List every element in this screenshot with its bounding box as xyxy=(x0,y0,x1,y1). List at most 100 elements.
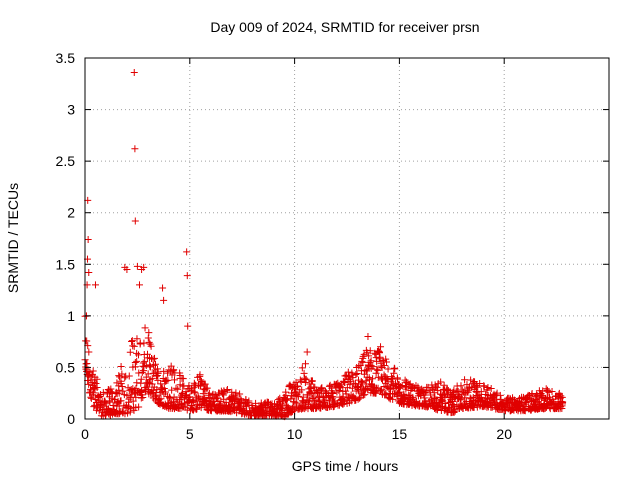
data-point xyxy=(164,376,172,384)
data-point xyxy=(202,396,210,404)
data-point xyxy=(427,391,435,399)
data-point xyxy=(201,380,209,388)
data-point xyxy=(140,263,148,271)
data-point xyxy=(291,398,299,406)
data-point xyxy=(339,400,347,408)
data-point xyxy=(136,340,144,348)
data-point xyxy=(385,394,393,402)
data-point xyxy=(160,296,168,304)
data-point xyxy=(232,389,240,397)
data-point xyxy=(119,387,127,395)
data-point xyxy=(141,324,149,332)
data-point xyxy=(366,358,374,366)
data-point xyxy=(294,383,302,391)
data-point xyxy=(142,362,150,370)
data-point xyxy=(464,388,472,396)
data-point xyxy=(146,363,154,371)
data-point xyxy=(131,217,139,225)
data-point xyxy=(125,398,133,406)
data-point xyxy=(115,389,123,397)
x-axis-label: GPS time / hours xyxy=(292,458,399,474)
data-point xyxy=(140,339,148,347)
data-point xyxy=(93,375,101,383)
axis-ticks xyxy=(84,57,609,420)
data-point xyxy=(151,360,159,368)
data-point xyxy=(367,364,375,372)
data-point xyxy=(118,370,126,378)
data-point xyxy=(389,395,397,403)
data-point xyxy=(117,363,125,371)
data-point xyxy=(369,375,377,383)
data-point xyxy=(474,383,482,391)
data-point xyxy=(133,335,141,343)
data-point xyxy=(179,375,187,383)
data-point xyxy=(366,376,374,384)
data-point xyxy=(144,370,152,378)
data-point xyxy=(107,388,115,396)
data-point xyxy=(301,379,309,387)
data-point xyxy=(363,366,371,374)
data-point xyxy=(496,391,504,399)
data-point xyxy=(166,394,174,402)
data-point xyxy=(356,394,364,402)
data-point xyxy=(85,269,93,277)
data-point xyxy=(89,367,97,375)
data-point xyxy=(329,393,337,401)
data-point xyxy=(365,352,373,360)
data-point xyxy=(91,281,99,289)
data-point xyxy=(298,364,306,372)
data-point xyxy=(93,383,101,391)
data-point xyxy=(183,248,191,256)
data-point xyxy=(180,395,188,403)
data-point xyxy=(154,369,162,377)
data-point xyxy=(115,372,123,380)
data-point xyxy=(457,395,465,403)
data-point xyxy=(461,376,469,384)
data-point xyxy=(298,386,306,394)
data-point xyxy=(330,397,338,405)
data-point xyxy=(135,403,143,411)
x-tick-label: 5 xyxy=(186,426,194,442)
data-point xyxy=(308,377,316,385)
data-point xyxy=(131,145,139,153)
data-point xyxy=(131,363,139,371)
data-point xyxy=(396,388,404,396)
data-point xyxy=(375,355,383,363)
data-point xyxy=(153,372,161,380)
data-point xyxy=(360,350,368,358)
data-point xyxy=(133,379,141,387)
data-point xyxy=(148,374,156,382)
data-point xyxy=(457,382,465,390)
data-point xyxy=(113,379,121,387)
data-point xyxy=(328,389,336,397)
data-points xyxy=(81,68,567,421)
data-point xyxy=(380,371,388,379)
data-point xyxy=(372,369,380,377)
data-point xyxy=(138,368,146,376)
data-point xyxy=(352,370,360,378)
data-point xyxy=(191,389,199,397)
data-point xyxy=(363,367,371,375)
data-point xyxy=(384,365,392,373)
data-point xyxy=(170,366,178,374)
data-point xyxy=(358,357,366,365)
data-point xyxy=(484,384,492,392)
data-point xyxy=(358,379,366,387)
data-point xyxy=(289,398,297,406)
data-point xyxy=(149,355,157,363)
data-point xyxy=(292,386,300,394)
data-point xyxy=(121,374,129,382)
data-point xyxy=(390,369,398,377)
data-point xyxy=(128,337,136,345)
data-point xyxy=(174,385,182,393)
data-point xyxy=(361,391,369,399)
data-point xyxy=(113,398,121,406)
data-point xyxy=(137,375,145,383)
data-point xyxy=(366,347,374,355)
data-point xyxy=(559,398,567,406)
data-point xyxy=(545,388,553,396)
data-point xyxy=(538,391,546,399)
data-point xyxy=(369,363,377,371)
data-point xyxy=(297,378,305,386)
